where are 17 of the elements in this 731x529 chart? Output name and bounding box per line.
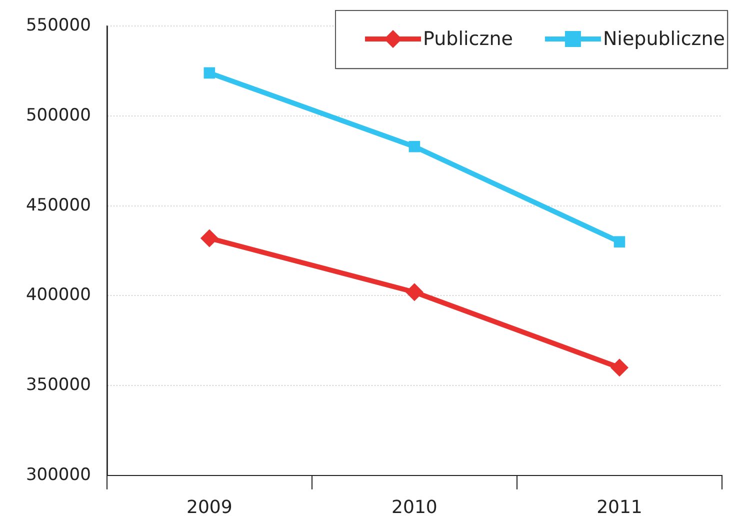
y-tick-label: 300000 bbox=[26, 464, 91, 485]
x-tick-label: 2010 bbox=[392, 496, 438, 518]
y-tick-label: 450000 bbox=[26, 195, 91, 216]
point bbox=[610, 358, 628, 377]
y-tick-label: 350000 bbox=[26, 374, 91, 395]
point bbox=[408, 140, 420, 152]
legend-label: Publiczne bbox=[423, 28, 513, 50]
x-tick-label: 2009 bbox=[186, 496, 232, 518]
y-tick-label: 400000 bbox=[26, 285, 91, 306]
point bbox=[204, 67, 216, 79]
y-tick-label: 500000 bbox=[26, 105, 91, 126]
x-tick-label: 2011 bbox=[596, 496, 642, 518]
point bbox=[405, 283, 424, 302]
point bbox=[614, 236, 626, 248]
point bbox=[200, 229, 218, 248]
y-tick-label: 550000 bbox=[26, 16, 91, 36]
legend-label: Niepubliczne bbox=[602, 28, 726, 50]
